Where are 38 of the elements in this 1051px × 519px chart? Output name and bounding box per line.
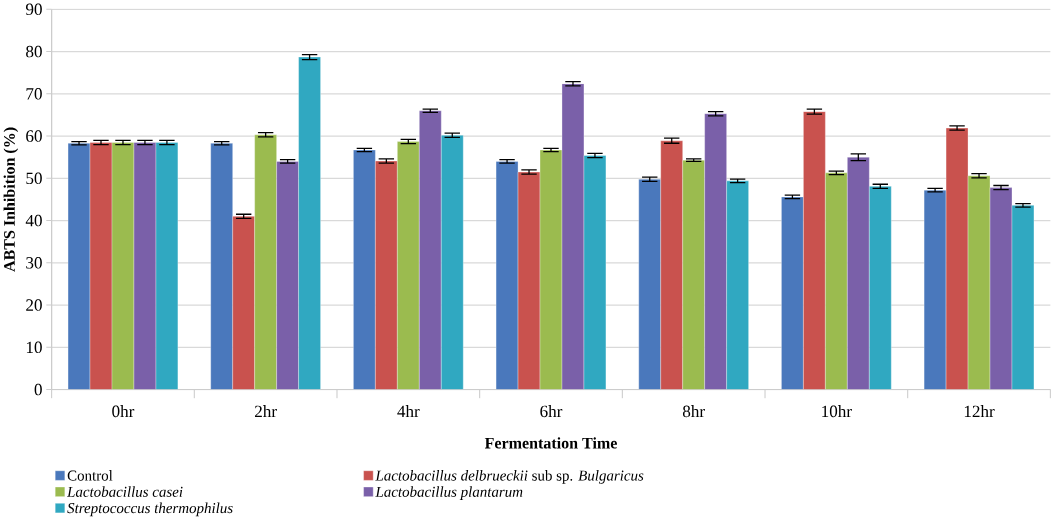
y-tick-label: 50 (26, 172, 42, 185)
bar (89, 142, 113, 390)
bar (133, 142, 157, 390)
x-tick-label: 12hr (964, 405, 995, 418)
bar (276, 161, 299, 390)
bar (989, 187, 1013, 390)
y-tick-label: 70 (26, 88, 42, 100)
bar (517, 171, 541, 390)
bar (375, 160, 398, 390)
x-tick-label: 4hr (397, 405, 420, 418)
legend-label: Lactobacillus casei (66, 486, 183, 497)
y-tick-label: 10 (26, 341, 42, 354)
bar (419, 110, 442, 390)
legend-label: Control (67, 470, 113, 481)
y-axis-title: ABTS Inhibition (%) (3, 127, 19, 272)
y-tick-label: 90 (25, 3, 42, 16)
x-tick-label: 8hr (682, 405, 705, 418)
bar (704, 113, 727, 390)
legend-label: Lactobacillus plantarum (375, 486, 523, 500)
legend-label: Streptococcus thermophilus (67, 502, 233, 517)
y-tick-label: 60 (26, 130, 42, 142)
bar (232, 216, 255, 390)
y-tick-label: 30 (26, 257, 42, 269)
y-tick-label: 0 (34, 383, 42, 396)
x-tick-label: 0hr (112, 405, 135, 418)
x-tick-label: 6hr (540, 405, 563, 418)
bar (561, 83, 585, 390)
y-tick-label: 80 (26, 45, 42, 58)
bar (660, 140, 683, 390)
bar (945, 127, 969, 390)
legend-label: Lactobacillus delbrueckii sub sp. Bulgaricus (375, 470, 644, 484)
y-tick-label: 40 (25, 214, 42, 227)
bar (803, 111, 826, 390)
bar (847, 157, 870, 390)
x-axis-title: Fermentation Time (484, 437, 617, 449)
x-tick-label: 10hr (822, 405, 852, 418)
x-tick-label: 2hr (255, 405, 277, 418)
y-tick-label: 20 (26, 299, 42, 311)
